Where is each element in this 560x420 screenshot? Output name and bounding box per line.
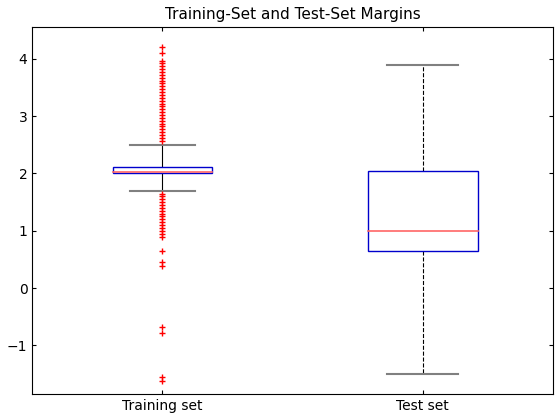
Bar xyxy=(113,167,212,173)
Bar xyxy=(368,171,478,251)
Title: Training-Set and Test-Set Margins: Training-Set and Test-Set Margins xyxy=(165,7,421,22)
